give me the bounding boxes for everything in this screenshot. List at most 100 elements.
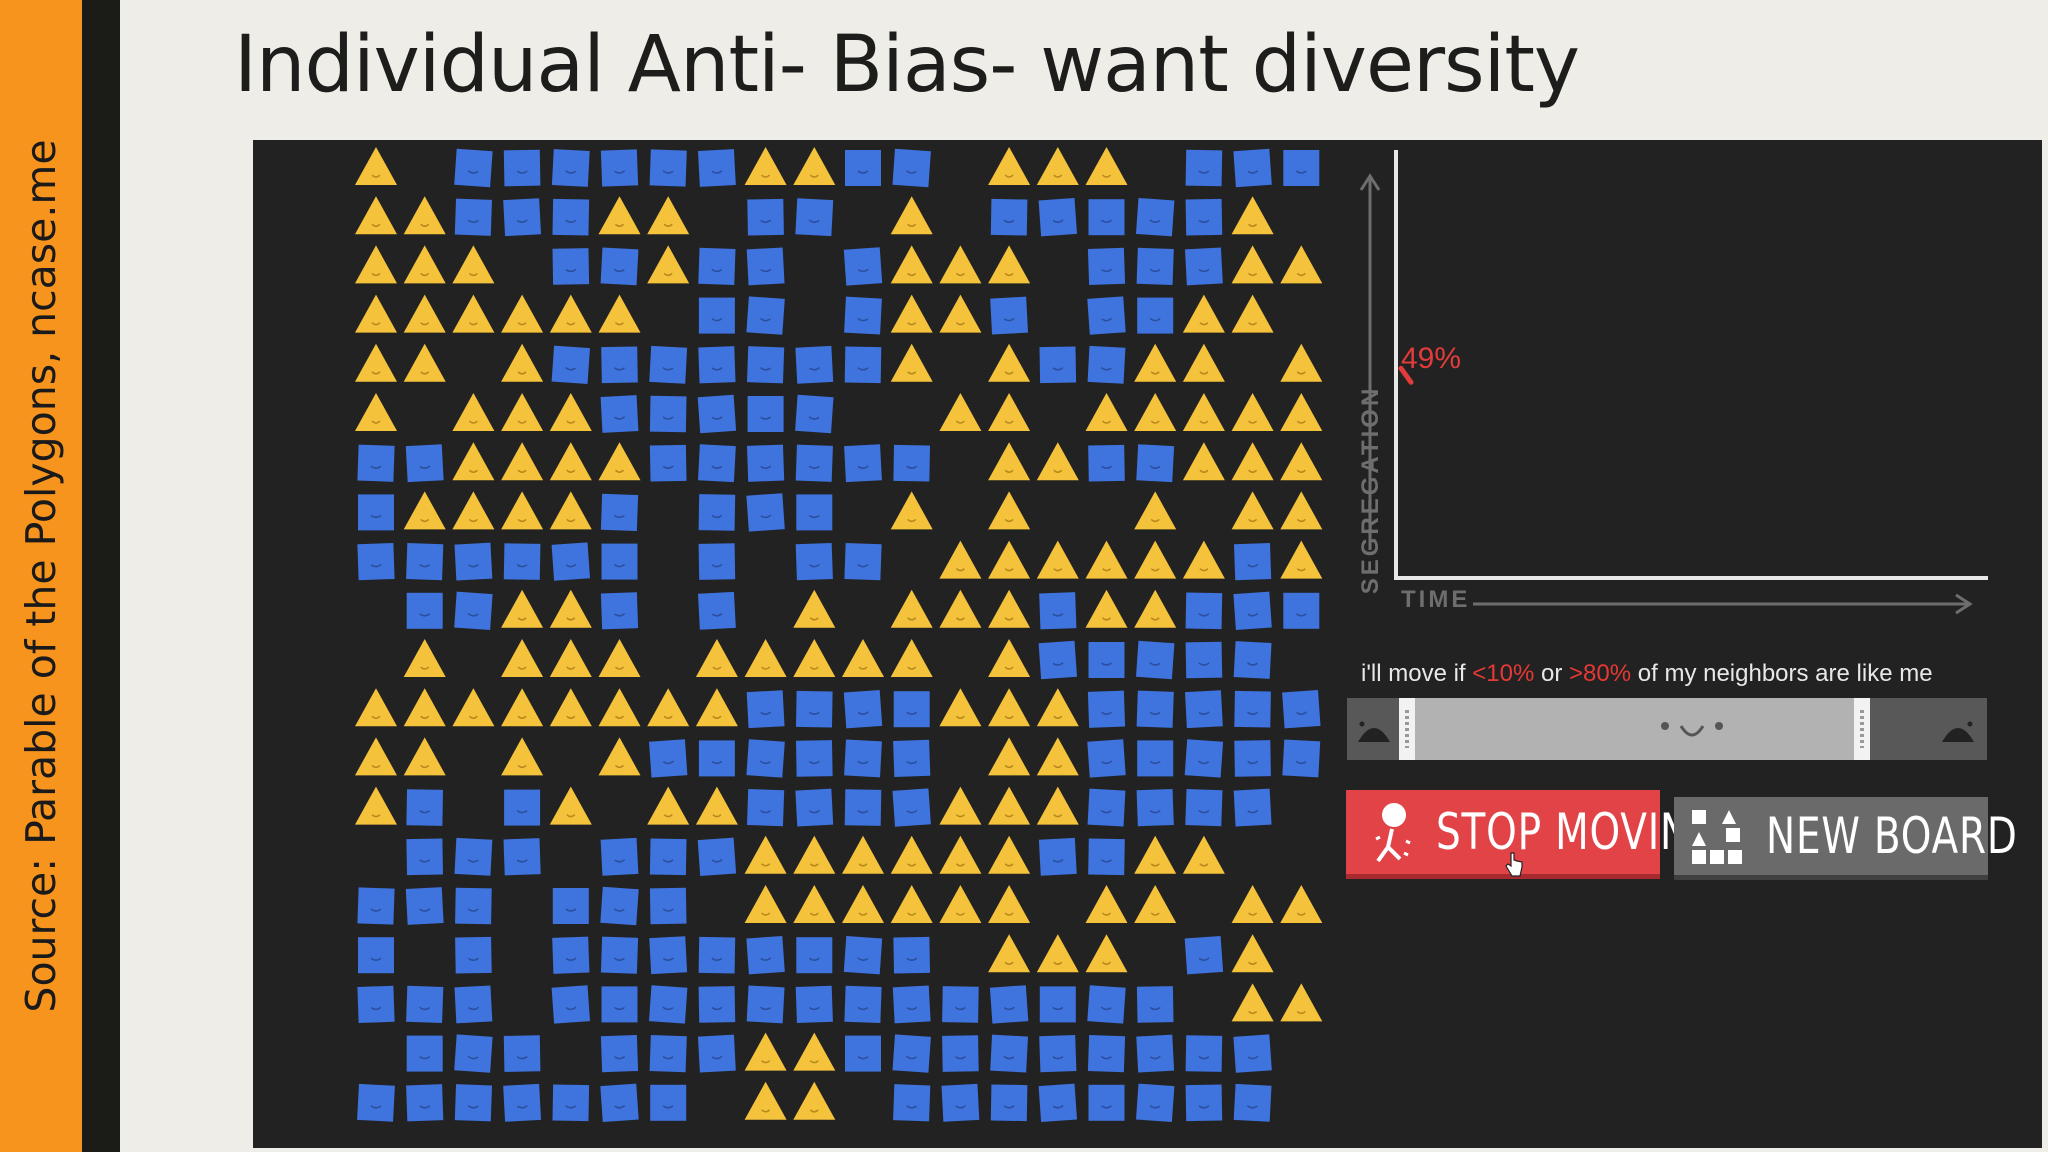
square-shape[interactable] [1233,641,1272,679]
square-shape[interactable] [989,985,1029,1024]
triangle-shape[interactable] [501,589,544,628]
triangle-shape[interactable] [988,343,1031,382]
triangle-shape[interactable] [842,639,884,677]
triangle-shape[interactable] [452,294,495,333]
square-shape[interactable] [649,444,687,482]
square-shape[interactable] [1088,1084,1125,1121]
triangle-shape[interactable] [403,737,446,776]
square-shape[interactable] [600,592,639,630]
square-shape[interactable] [406,789,444,826]
square-shape[interactable] [795,788,834,827]
triangle-shape[interactable] [744,885,787,923]
triangle-shape[interactable] [1231,196,1274,235]
square-shape[interactable] [698,986,736,1023]
triangle-shape[interactable] [939,245,982,284]
square-shape[interactable] [406,838,444,876]
square-shape[interactable] [406,592,443,629]
triangle-shape[interactable] [1231,245,1274,284]
triangle-shape[interactable] [1231,491,1274,530]
square-shape[interactable] [1088,444,1125,482]
triangle-shape[interactable] [988,737,1031,776]
triangle-shape[interactable] [355,786,397,825]
triangle-shape[interactable] [452,491,495,530]
triangle-shape[interactable] [355,393,397,431]
square-shape[interactable] [600,936,639,974]
square-shape[interactable] [1185,1035,1223,1072]
square-shape[interactable] [1136,986,1174,1023]
square-shape[interactable] [795,198,834,237]
triangle-shape[interactable] [988,442,1031,481]
triangle-shape[interactable] [1280,343,1323,382]
square-shape[interactable] [893,739,931,778]
square-shape[interactable] [503,149,541,187]
square-shape[interactable] [697,1034,736,1073]
square-shape[interactable] [746,247,785,286]
square-shape[interactable] [1135,640,1175,680]
square-shape[interactable] [649,887,687,925]
square-shape[interactable] [1087,690,1126,728]
triangle-shape[interactable] [988,589,1031,628]
triangle-shape[interactable] [1182,393,1225,431]
square-shape[interactable] [648,739,688,778]
square-shape[interactable] [455,887,492,925]
triangle-shape[interactable] [939,786,982,825]
square-shape[interactable] [746,788,785,827]
square-shape[interactable] [600,1083,639,1123]
square-shape[interactable] [1233,1034,1272,1073]
triangle-shape[interactable] [1085,934,1128,973]
square-shape[interactable] [990,198,1028,236]
triangle-shape[interactable] [647,688,690,727]
triangle-shape[interactable] [403,196,446,235]
square-shape[interactable] [552,936,590,974]
square-shape[interactable] [892,148,931,188]
square-shape[interactable] [746,493,785,532]
triangle-shape[interactable] [988,491,1031,530]
square-shape[interactable] [697,591,736,630]
triangle-shape[interactable] [939,294,982,333]
triangle-shape[interactable] [939,835,982,874]
square-shape[interactable] [1233,148,1272,188]
square-shape[interactable] [746,346,785,384]
square-shape[interactable] [552,1084,590,1122]
triangle-shape[interactable] [598,737,641,776]
square-shape[interactable] [600,247,639,286]
square-shape[interactable] [698,543,736,580]
triangle-shape[interactable] [1182,442,1225,481]
square-shape[interactable] [697,837,737,877]
triangle-shape[interactable] [1280,540,1323,579]
square-shape[interactable] [1283,592,1320,629]
square-shape[interactable] [503,198,542,237]
square-shape[interactable] [796,494,833,531]
square-shape[interactable] [1233,542,1272,581]
triangle-shape[interactable] [549,393,592,431]
square-shape[interactable] [551,542,591,581]
triangle-shape[interactable] [1134,885,1177,923]
square-shape[interactable] [455,936,492,974]
slider-handle-low[interactable] [1399,698,1415,760]
square-shape[interactable] [649,936,688,975]
triangle-shape[interactable] [1036,442,1079,481]
square-shape[interactable] [990,296,1029,335]
square-shape[interactable] [844,542,882,581]
triangle-shape[interactable] [647,196,690,235]
triangle-shape[interactable] [988,147,1031,185]
triangle-shape[interactable] [501,491,544,530]
triangle-shape[interactable] [403,245,446,284]
square-shape[interactable] [942,1035,979,1072]
triangle-shape[interactable] [1182,540,1225,579]
triangle-shape[interactable] [1280,885,1323,923]
triangle-shape[interactable] [452,442,495,481]
triangle-shape[interactable] [890,343,933,382]
square-shape[interactable] [551,149,590,187]
triangle-shape[interactable] [1231,294,1274,333]
square-shape[interactable] [1087,345,1126,384]
square-shape[interactable] [649,345,688,384]
square-shape[interactable] [1136,247,1174,286]
square-shape[interactable] [1185,1084,1223,1122]
square-shape[interactable] [552,198,590,236]
triangle-shape[interactable] [793,1081,836,1120]
square-shape[interactable] [503,543,541,580]
new-board-button[interactable]: NEW BOARD [1674,797,2017,875]
triangle-shape[interactable] [1134,835,1177,874]
triangle-shape[interactable] [598,688,641,727]
